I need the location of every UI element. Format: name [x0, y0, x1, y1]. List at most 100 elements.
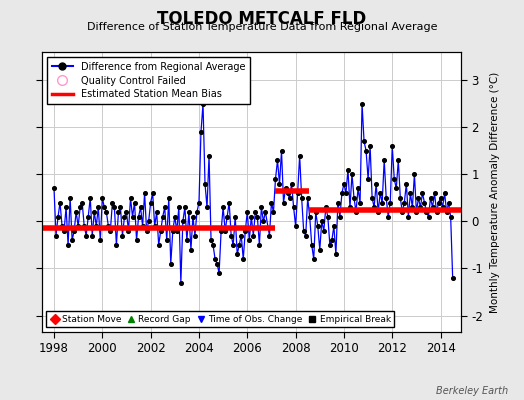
Point — [259, 218, 268, 225]
Point — [436, 195, 445, 201]
Point — [283, 190, 292, 196]
Point — [432, 209, 441, 215]
Point — [277, 148, 286, 154]
Point — [293, 190, 302, 196]
Point — [340, 180, 348, 187]
Point — [338, 190, 346, 196]
Point — [223, 214, 232, 220]
Point — [114, 209, 123, 215]
Point — [225, 199, 233, 206]
Point — [136, 204, 145, 210]
Point — [325, 242, 334, 248]
Point — [197, 129, 205, 135]
Point — [239, 256, 247, 262]
Point — [128, 214, 137, 220]
Point — [348, 171, 356, 178]
Point — [94, 204, 103, 210]
Point — [181, 204, 189, 210]
Point — [140, 190, 149, 196]
Point — [324, 214, 332, 220]
Point — [434, 199, 443, 206]
Point — [449, 275, 457, 281]
Point — [420, 199, 429, 206]
Point — [400, 199, 409, 206]
Point — [231, 214, 239, 220]
Point — [80, 223, 89, 229]
Point — [50, 185, 58, 192]
Point — [416, 204, 424, 210]
Point — [219, 204, 227, 210]
Point — [362, 148, 370, 154]
Point — [281, 185, 290, 192]
Point — [315, 246, 324, 253]
Point — [346, 204, 354, 210]
Point — [313, 317, 322, 324]
Point — [237, 232, 245, 239]
Point — [255, 242, 264, 248]
Point — [52, 232, 60, 239]
Point — [427, 195, 435, 201]
Point — [62, 204, 70, 210]
Point — [269, 209, 278, 215]
Point — [267, 199, 276, 206]
Point — [167, 260, 175, 267]
Point — [64, 242, 72, 248]
Point — [245, 237, 254, 244]
Point — [296, 152, 304, 159]
Point — [392, 185, 400, 192]
Point — [152, 209, 161, 215]
Point — [195, 199, 203, 206]
Point — [70, 228, 78, 234]
Point — [251, 209, 259, 215]
Point — [414, 195, 423, 201]
Point — [159, 214, 167, 220]
Point — [227, 232, 235, 239]
Point — [368, 195, 376, 201]
Y-axis label: Monthly Temperature Anomaly Difference (°C): Monthly Temperature Anomaly Difference (… — [490, 71, 500, 313]
Legend: Station Move, Record Gap, Time of Obs. Change, Empirical Break: Station Move, Record Gap, Time of Obs. C… — [47, 311, 395, 328]
Point — [241, 228, 249, 234]
Point — [336, 214, 344, 220]
Point — [86, 195, 94, 201]
Point — [275, 180, 283, 187]
Point — [257, 204, 266, 210]
Point — [121, 214, 129, 220]
Point — [205, 152, 213, 159]
Point — [247, 214, 256, 220]
Point — [68, 237, 77, 244]
Point — [58, 223, 66, 229]
Point — [116, 204, 125, 210]
Point — [78, 199, 86, 206]
Point — [76, 204, 84, 210]
Point — [187, 246, 195, 253]
Point — [160, 204, 169, 210]
Point — [84, 214, 92, 220]
Point — [106, 228, 115, 234]
Point — [394, 157, 402, 164]
Point — [134, 214, 143, 220]
Point — [108, 199, 117, 206]
Point — [171, 214, 179, 220]
Point — [124, 228, 133, 234]
Point — [308, 242, 316, 248]
Point — [364, 176, 372, 182]
Point — [356, 199, 364, 206]
Point — [360, 138, 368, 145]
Point — [406, 190, 414, 196]
Point — [146, 199, 155, 206]
Point — [183, 237, 191, 244]
Point — [444, 199, 453, 206]
Point — [90, 209, 99, 215]
Point — [390, 176, 398, 182]
Point — [370, 204, 378, 210]
Point — [300, 228, 308, 234]
Point — [88, 232, 96, 239]
Point — [291, 223, 300, 229]
Text: Berkeley Earth: Berkeley Earth — [436, 386, 508, 396]
Point — [388, 143, 397, 149]
Point — [72, 209, 80, 215]
Point — [330, 223, 338, 229]
Point — [110, 204, 118, 210]
Point — [344, 166, 352, 173]
Point — [430, 190, 439, 196]
